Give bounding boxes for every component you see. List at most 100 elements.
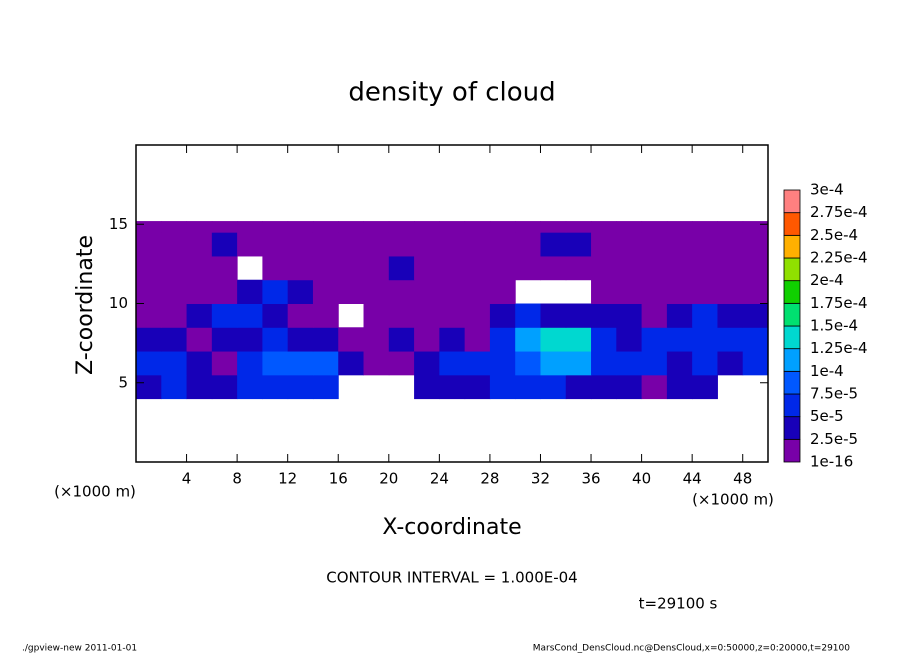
contour-cell xyxy=(515,351,541,376)
contour-cell xyxy=(616,279,643,304)
colorbar-box xyxy=(783,280,801,304)
contour-cell xyxy=(641,279,668,304)
contour-cell xyxy=(161,327,188,352)
contour-cell xyxy=(439,351,466,376)
contour-cell xyxy=(388,351,415,376)
colorbar-box xyxy=(783,438,801,463)
contour-cell xyxy=(717,327,744,352)
contour-cell xyxy=(287,327,314,352)
contour-cell xyxy=(136,374,162,400)
contour-cell xyxy=(515,255,541,281)
y-axis-label: Z-coordinate xyxy=(73,235,98,375)
contour-cell xyxy=(591,303,617,328)
colorbar-label: 1e-16 xyxy=(810,453,853,471)
contour-cell xyxy=(161,221,188,233)
contour-cell xyxy=(414,279,440,304)
contour-cell xyxy=(237,374,263,400)
contour-cell xyxy=(489,232,516,257)
contour-cell xyxy=(161,374,188,400)
contour-cell xyxy=(439,374,466,400)
contour-cell xyxy=(540,255,567,281)
contour-cell xyxy=(565,327,592,352)
contour-cell xyxy=(565,374,592,400)
contour-cell xyxy=(161,303,188,328)
contour-cell xyxy=(136,255,162,281)
contour-cell xyxy=(692,232,718,257)
footer: ./gpview-new 2011-01-01 xyxy=(22,644,137,654)
contour-cell xyxy=(692,255,718,281)
contour-cell xyxy=(439,303,466,328)
contour-cell xyxy=(591,232,617,257)
contour-cell xyxy=(464,303,491,328)
colorbar-box xyxy=(783,393,801,418)
contour-cell xyxy=(414,351,440,376)
contour-cell xyxy=(161,255,188,281)
contour-cell xyxy=(211,374,238,400)
x-tick-label: 28 xyxy=(480,470,499,488)
contour-cell xyxy=(186,255,213,281)
contour-cell xyxy=(262,374,289,400)
contour-cell xyxy=(237,221,263,233)
contour-cell xyxy=(363,255,390,281)
contour-cell xyxy=(464,279,491,304)
time-note: t=29100 s xyxy=(639,595,718,613)
contour-cell xyxy=(186,232,213,257)
colorbar-label: 7.5e-5 xyxy=(810,385,858,403)
contour-cell xyxy=(591,374,617,400)
contour-cell xyxy=(414,221,440,233)
contour-cell xyxy=(540,351,567,376)
contour-cell xyxy=(666,255,693,281)
contour-cell xyxy=(414,327,440,352)
contour-cell xyxy=(136,327,162,352)
contour-cell xyxy=(262,351,289,376)
colorbar-label: 1e-4 xyxy=(810,362,844,380)
contour-cell xyxy=(641,374,668,400)
y-tick-label: 5 xyxy=(118,373,128,391)
contour-cell xyxy=(540,221,567,233)
contour-cell xyxy=(616,303,643,328)
contour-cell xyxy=(439,279,466,304)
contour-cell xyxy=(616,255,643,281)
footer: MarsCond_DensCloud.nc@DensCloud,x=0:5000… xyxy=(533,644,850,654)
contour-cell xyxy=(388,232,415,257)
contour-cell xyxy=(464,351,491,376)
colorbar-label: 2.5e-5 xyxy=(810,430,858,448)
contour-cell xyxy=(515,303,541,328)
contour-cell xyxy=(616,374,643,400)
colorbar-label: 1.25e-4 xyxy=(810,339,868,357)
contour-cell xyxy=(338,327,365,352)
contour-cell xyxy=(363,327,390,352)
contour-cell xyxy=(237,232,263,257)
contour-cell xyxy=(489,351,516,376)
contour-cell xyxy=(237,279,263,304)
contour-cell xyxy=(312,303,339,328)
contour-cell xyxy=(540,232,567,257)
x-tick-label: 40 xyxy=(632,470,651,488)
contour-cell xyxy=(237,351,263,376)
contour-cell xyxy=(161,351,188,376)
contour-cell xyxy=(136,279,162,304)
contour-cell xyxy=(666,327,693,352)
x-tick-label: 4 xyxy=(182,470,192,488)
contour-cell xyxy=(692,327,718,352)
colorbar-box xyxy=(783,325,801,350)
contour-cell xyxy=(565,232,592,257)
contour-cell xyxy=(136,221,162,233)
contour-cell xyxy=(388,303,415,328)
contour-cell xyxy=(742,327,769,352)
contour-cell xyxy=(616,221,643,233)
contour-cell xyxy=(363,351,390,376)
contour-cell xyxy=(262,232,289,257)
colorbar-label: 5e-5 xyxy=(810,407,844,425)
contour-cell xyxy=(186,221,213,233)
contour-cell xyxy=(136,351,162,376)
contour-cell xyxy=(287,255,314,281)
contour-cell xyxy=(388,221,415,233)
contour-cell xyxy=(338,351,365,376)
contour-cell xyxy=(211,279,238,304)
x-tick-label: 24 xyxy=(430,470,449,488)
contour-cell xyxy=(186,279,213,304)
colorbar-box xyxy=(783,302,801,327)
contour-cell xyxy=(312,374,339,400)
contour-cell xyxy=(262,221,289,233)
